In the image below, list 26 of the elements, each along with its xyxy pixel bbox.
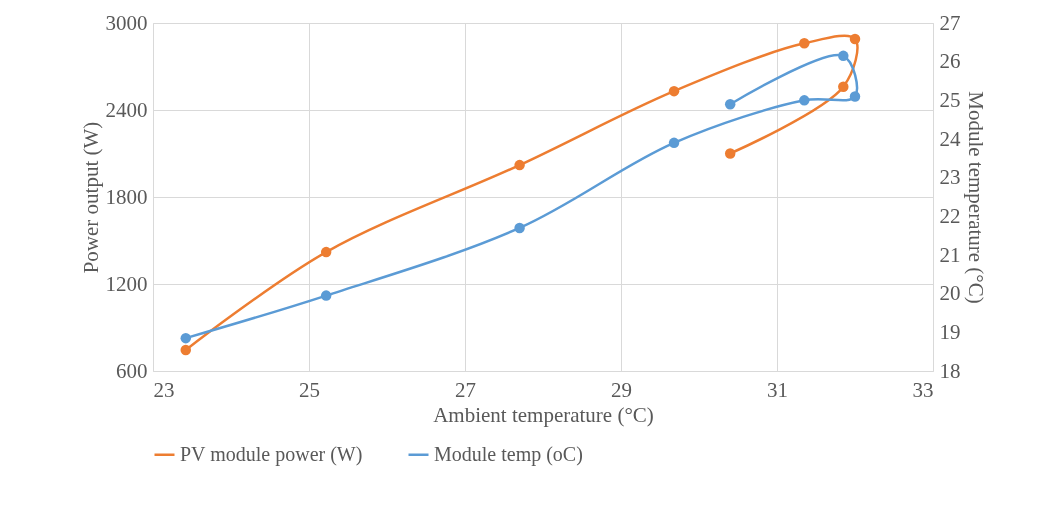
- x-tick-label: 25: [299, 377, 320, 402]
- y2-tick-label: 27: [939, 10, 961, 35]
- y-tick-label: 2400: [105, 97, 148, 122]
- y-tick-label: 1200: [105, 271, 148, 296]
- y-tick-label: 600: [116, 358, 148, 383]
- y2-tick-label: 25: [939, 87, 961, 112]
- y2-tick-label: 22: [939, 203, 961, 228]
- y2-tick-label: 24: [939, 126, 961, 151]
- y2-axis-title: Module temperature (°C): [963, 91, 988, 304]
- y2-tick-label: 26: [939, 49, 961, 74]
- y-axis-title: Power output (W): [78, 121, 103, 274]
- x-tick-label: 23: [153, 377, 175, 402]
- y2-tick-label: 18: [939, 358, 961, 383]
- legend-label: PV module power (W): [180, 442, 363, 466]
- x-tick-label: 29: [611, 377, 632, 402]
- y2-tick-label: 23: [939, 165, 961, 190]
- x-tick-label: 27: [455, 377, 476, 402]
- y-tick-label: 3000: [105, 10, 148, 35]
- y2-tick-label: 21: [939, 242, 961, 267]
- y2-tick-label: 20: [939, 281, 961, 306]
- y2-tick-label: 19: [939, 319, 961, 344]
- legend-label: Module temp (oC): [434, 442, 583, 466]
- x-tick-label: 33: [912, 377, 934, 402]
- x-tick-label: 31: [767, 377, 788, 402]
- x-axis-title: Ambient temperature (°C): [433, 402, 654, 427]
- y-tick-label: 1800: [105, 184, 148, 209]
